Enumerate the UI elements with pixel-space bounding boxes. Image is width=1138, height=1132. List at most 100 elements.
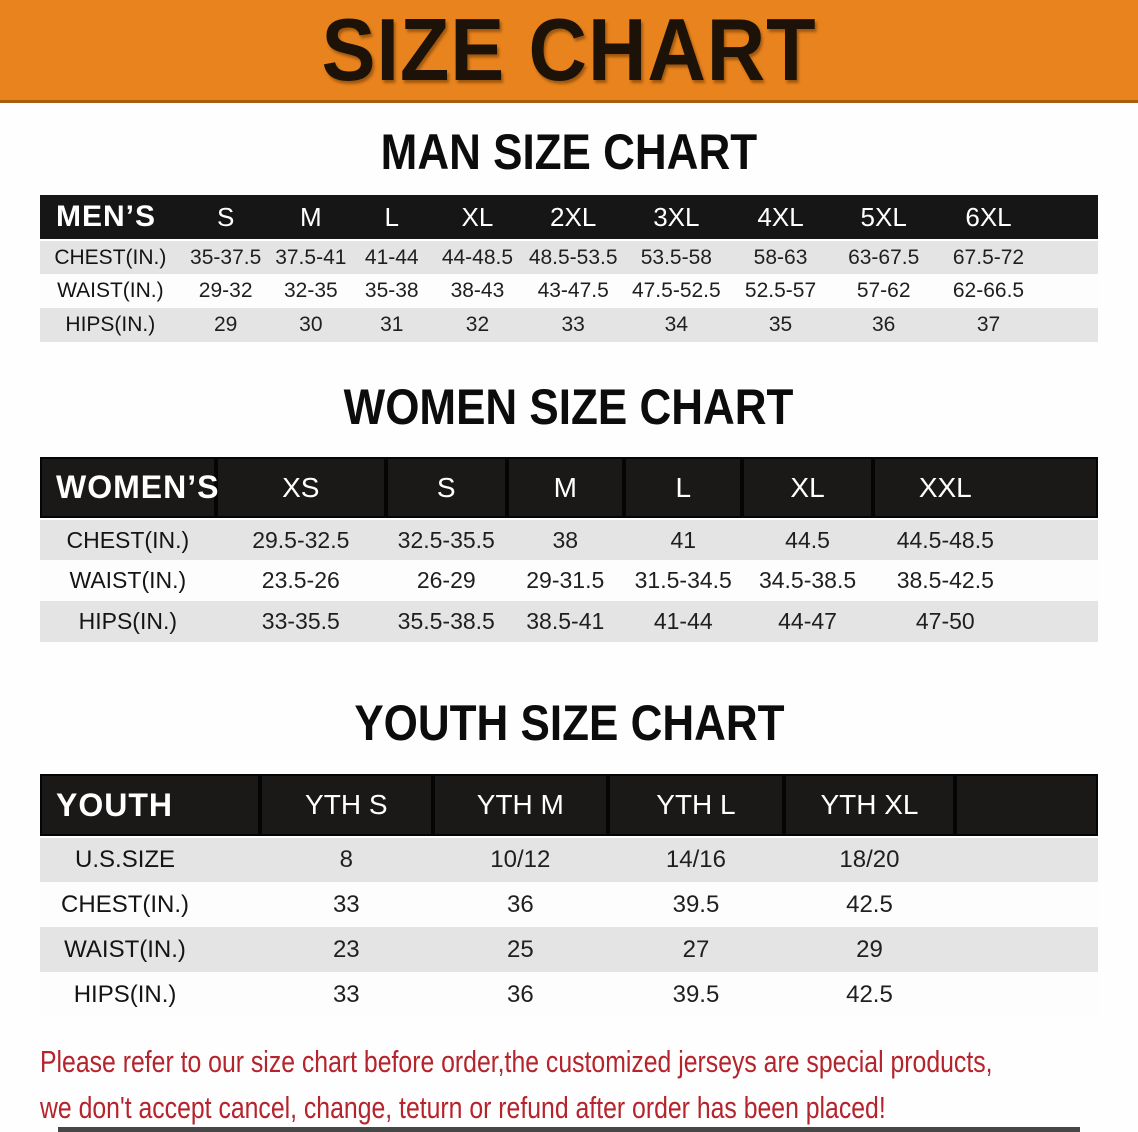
women-size-value: 38.5-42.5 [896,567,994,593]
disclaimer-line-1: Please refer to our size chart before or… [40,1044,993,1079]
youth-measurement-row: HIPS(IN.) 33 36 39.5 42.5 [40,972,1098,1017]
men-size-value: 57-62 [856,279,911,302]
women-measurement-row: WAIST(IN.) 23.5-26 26-29 29-31.5 31.5-34.5 34… [40,560,1098,601]
men-size-value: 30 [299,313,323,336]
men-section-heading: MAN SIZE CHART [0,127,1138,177]
men-size-value: 29 [213,313,238,336]
women-table-header-row: WOMEN’S XS S M L XL XXL [40,457,1098,520]
youth-row-label: HIPS(IN.) [73,980,177,1008]
youth-row-spacer [955,972,1098,1017]
youth-measurement-row: U.S.SIZE 8 10/12 14/16 18/20 [40,837,1098,882]
youth-row-spacer [955,927,1098,972]
men-size-value: 35-38 [364,279,419,302]
women-table-header-label: WOMEN’S [40,457,218,520]
women-size-value: 26-29 [416,567,476,593]
youth-size-value: 27 [682,935,710,963]
men-measurement-row: HIPS(IN.) 29 30 31 32 33 34 35 36 37 [40,308,1098,342]
men-measurement-row: WAIST(IN.) 29-32 32-35 35-38 38-43 43-47.5 47.… [40,274,1098,308]
youth-table-header-spacer [955,774,1098,838]
women-size-value: 33-35.5 [261,608,340,634]
youth-size-value: 42.5 [846,980,893,1008]
youth-row-label: CHEST(IN.) [61,890,190,918]
youth-size-table: YOUTH YTH S YTH M YTH L YTH XL U.S.SIZE 8 10/12… [40,774,1098,1017]
youth-size-column-header: YTH XL [783,774,956,838]
men-measurement-row: CHEST(IN.) 35-37.5 37.5-41 41-44 44-48.5 48.5… [40,240,1098,274]
women-size-table: WOMEN’S XS S M L XL XXL CHEST(IN.) 29.5-32.5 32.5… [40,457,1098,642]
women-measurement-row: CHEST(IN.) 29.5-32.5 32.5-35.5 38 41 44.5 44.5… [40,519,1098,560]
men-size-value: 62-66.5 [952,279,1025,302]
women-size-column-header: M [506,457,624,520]
youth-size-value: 29 [856,935,883,963]
youth-row-spacer [955,882,1098,927]
women-size-value: 35.5-38.5 [397,608,495,634]
youth-size-value: 25 [506,935,534,963]
youth-size-value: 42.5 [846,890,893,918]
men-size-value: 29-32 [198,279,253,302]
youth-section-heading-text: YOUTH SIZE CHART [353,695,785,751]
youth-size-value: 8 [339,846,353,873]
women-section-heading: WOMEN SIZE CHART [0,382,1138,432]
women-size-value: 41 [670,526,697,553]
women-size-value: 29.5-32.5 [252,526,350,553]
men-size-value: 41-44 [364,245,419,269]
men-size-value: 44-48.5 [441,245,514,269]
men-size-value: 35-37.5 [190,245,262,269]
men-size-value: 33 [561,313,585,336]
women-size-value: 32.5-35.5 [397,526,495,553]
youth-size-value: 36 [506,980,534,1008]
men-size-value: 67.5-72 [952,245,1025,269]
youth-size-value: 14/16 [665,846,726,873]
youth-table-header-label: YOUTH [40,774,261,838]
men-size-value: 52.5-57 [744,279,817,302]
men-size-column-header: S [180,195,271,241]
men-row-label: CHEST(IN.) [54,245,167,269]
women-size-value: 44-47 [778,608,837,634]
women-size-value: 31.5-34.5 [634,567,732,593]
men-table-header-row: MEN’S S M L XL 2XL 3XL 4XL 5XL 6XL [40,195,1098,241]
women-size-column-header: XXL [872,457,1098,520]
youth-size-value: 36 [506,890,534,918]
women-size-value: 38 [552,526,579,553]
men-size-value: 58-63 [753,245,808,269]
men-size-value: 53.5-58 [640,245,712,269]
women-size-value: 38.5-41 [526,608,605,634]
youth-size-value: 33 [332,980,360,1008]
men-size-column-header: L [351,195,433,241]
youth-row-label: U.S.SIZE [75,846,176,873]
women-size-value: 44.5 [785,526,830,553]
women-row-label: HIPS(IN.) [78,608,177,634]
disclaimer: Please refer to our size chart before or… [0,1039,1138,1131]
men-size-column-header: 2XL [522,195,624,241]
banner-title: SIZE CHART [321,0,817,99]
men-size-value: 34 [664,313,689,336]
youth-measurement-row: CHEST(IN.) 33 36 39.5 42.5 [40,882,1098,927]
men-size-value: 37 [976,313,1001,336]
women-size-column-header: L [624,457,743,520]
women-size-value: 47-50 [915,608,975,634]
women-size-value: 34.5-38.5 [758,567,857,593]
women-size-column-header: S [385,457,507,520]
men-size-value: 36 [872,313,896,336]
men-size-table: MEN’S S M L XL 2XL 3XL 4XL 5XL 6XL CHEST(IN.) 35-37… [40,195,1098,342]
men-size-column-header: 4XL [728,195,833,241]
men-size-column-header: M [270,195,352,241]
men-table-header-label: MEN’S [40,195,181,241]
youth-size-column-header: YTH L [608,774,784,838]
men-size-value: 35 [768,313,793,336]
women-row-label: WAIST(IN.) [69,567,187,593]
men-row-label: HIPS(IN.) [65,313,156,336]
men-size-column-header: 6XL [935,195,1098,241]
women-section-heading-text: WOMEN SIZE CHART [344,379,794,435]
women-size-value: 44.5-48.5 [896,526,994,553]
men-size-value: 32-35 [283,279,338,302]
youth-size-value: 18/20 [839,846,900,873]
youth-row-spacer [955,837,1098,882]
youth-row-label: WAIST(IN.) [64,935,186,963]
women-measurement-row: HIPS(IN.) 33-35.5 35.5-38.5 38.5-41 41-44 44-… [40,601,1098,642]
men-size-value: 48.5-53.5 [528,245,618,269]
youth-size-value: 23 [332,935,360,963]
women-size-column-header: XL [742,457,873,520]
youth-table-header-row: YOUTH YTH S YTH M YTH L YTH XL [40,774,1098,838]
men-size-column-header: XL [432,195,523,241]
